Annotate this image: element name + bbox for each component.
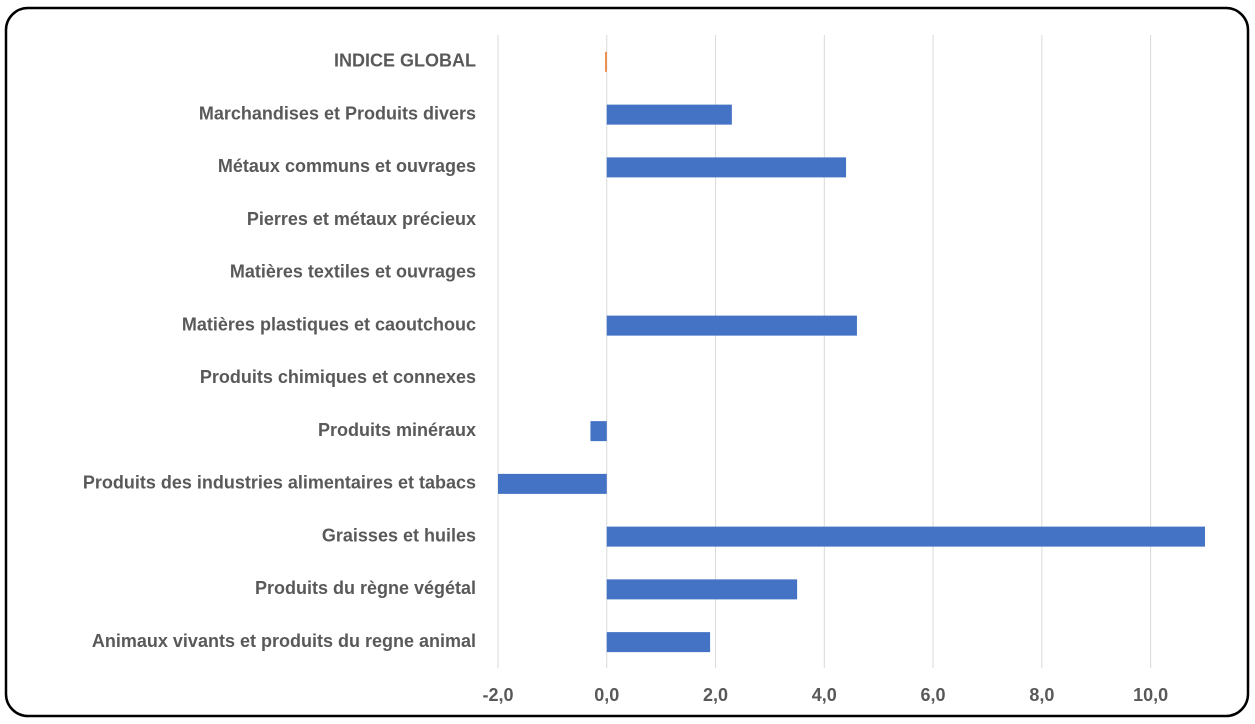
y-tick-label: Marchandises et Produits divers: [199, 103, 476, 123]
y-tick-label: Matières textiles et ouvrages: [230, 262, 476, 282]
x-tick-label: 6,0: [921, 685, 946, 705]
bar: [606, 157, 847, 178]
y-tick-label: INDICE GLOBAL: [334, 51, 476, 71]
bar: [606, 526, 1205, 547]
x-tick-label: 0,0: [594, 685, 619, 705]
bar: [606, 315, 857, 336]
bar: [606, 104, 732, 125]
y-tick-label: Animaux vivants et produits du regne ani…: [92, 631, 476, 651]
x-tick-label: 4,0: [812, 685, 837, 705]
bar: [590, 421, 607, 442]
y-tick-label: Matières plastiques et caoutchouc: [182, 314, 476, 334]
bar: [605, 51, 607, 72]
bar: [606, 579, 798, 600]
y-tick-label: Produits des industries alimentaires et …: [83, 473, 476, 493]
bar: [498, 473, 607, 494]
y-tick-label: Pierres et métaux précieux: [247, 209, 476, 229]
x-tick-label: -2,0: [482, 685, 513, 705]
y-tick-label: Graisses et huiles: [322, 525, 476, 545]
bar: [606, 632, 711, 653]
x-tick-label: 2,0: [703, 685, 728, 705]
y-tick-label: Métaux communs et ouvrages: [218, 156, 476, 176]
x-tick-label: 8,0: [1029, 685, 1054, 705]
y-tick-label: Produits du règne végétal: [255, 578, 476, 598]
y-tick-label: Produits minéraux: [318, 420, 476, 440]
x-tick-label: 10,0: [1133, 685, 1168, 705]
y-tick-label: Produits chimiques et connexes: [200, 367, 476, 387]
